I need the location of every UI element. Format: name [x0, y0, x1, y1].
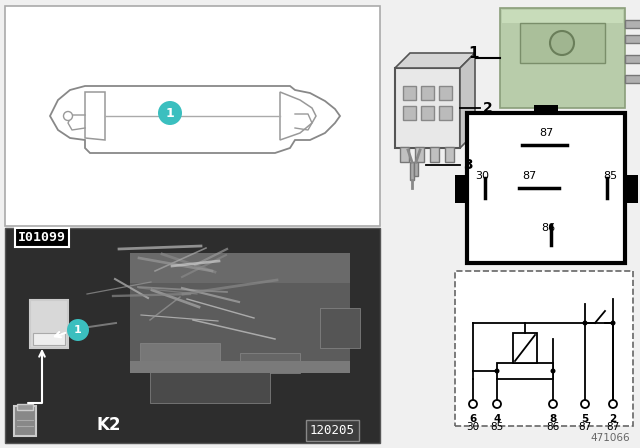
Bar — [439, 86, 452, 100]
Bar — [395, 68, 460, 148]
Bar — [625, 20, 640, 28]
Circle shape — [63, 112, 72, 121]
Polygon shape — [50, 86, 340, 153]
Bar — [33, 333, 65, 345]
Bar — [150, 368, 270, 403]
Circle shape — [158, 101, 182, 125]
Bar — [625, 35, 640, 43]
Text: 86: 86 — [547, 422, 559, 432]
Circle shape — [581, 400, 589, 408]
Bar — [430, 147, 439, 162]
Text: 2: 2 — [609, 414, 616, 424]
Text: 85: 85 — [603, 171, 617, 181]
Bar — [403, 106, 416, 120]
Bar — [130, 361, 350, 373]
Text: 85: 85 — [490, 422, 504, 432]
Bar — [625, 175, 638, 203]
Bar — [534, 105, 558, 113]
Bar — [455, 175, 468, 203]
Text: 87: 87 — [539, 128, 553, 138]
Text: 1: 1 — [74, 325, 82, 335]
Bar — [520, 23, 605, 63]
Polygon shape — [460, 53, 475, 148]
Bar — [400, 147, 409, 162]
Bar — [445, 147, 454, 162]
Text: 120205: 120205 — [310, 424, 355, 437]
Bar — [421, 86, 434, 100]
Bar — [414, 162, 418, 176]
Bar — [17, 404, 33, 410]
Text: 87: 87 — [579, 422, 591, 432]
Bar — [500, 8, 625, 108]
Bar — [403, 86, 416, 100]
Bar — [5, 6, 380, 226]
Text: 87: 87 — [606, 422, 620, 432]
Text: 1: 1 — [166, 107, 174, 120]
Bar — [455, 271, 633, 426]
Circle shape — [493, 400, 501, 408]
Circle shape — [582, 320, 588, 326]
Circle shape — [549, 400, 557, 408]
Bar — [320, 308, 360, 348]
Bar — [497, 363, 553, 379]
Text: 3: 3 — [463, 158, 472, 172]
Text: 1: 1 — [468, 46, 479, 61]
Text: I01099: I01099 — [18, 231, 66, 244]
Text: 86: 86 — [541, 223, 555, 233]
Circle shape — [550, 31, 574, 55]
Text: 30: 30 — [467, 422, 479, 432]
Bar — [502, 10, 623, 23]
Bar — [130, 253, 350, 363]
Bar — [30, 300, 68, 348]
Bar — [5, 228, 380, 443]
Bar — [513, 333, 537, 363]
Bar — [130, 253, 350, 283]
Text: 471066: 471066 — [590, 433, 630, 443]
Bar — [421, 106, 434, 120]
Circle shape — [550, 369, 556, 374]
Bar — [140, 343, 220, 368]
Circle shape — [611, 320, 616, 326]
Text: 87: 87 — [522, 171, 536, 181]
Circle shape — [609, 400, 617, 408]
Bar — [410, 162, 414, 180]
Text: 8: 8 — [549, 414, 557, 424]
Text: 6: 6 — [469, 414, 477, 424]
Bar — [415, 147, 424, 162]
Polygon shape — [280, 92, 316, 140]
Polygon shape — [395, 53, 475, 68]
Bar — [439, 106, 452, 120]
Bar — [467, 113, 625, 263]
Bar — [14, 406, 36, 436]
Text: 30: 30 — [475, 171, 489, 181]
Bar — [240, 353, 300, 373]
Circle shape — [67, 319, 89, 341]
Text: K2: K2 — [97, 416, 122, 434]
Bar — [625, 75, 640, 83]
Circle shape — [469, 400, 477, 408]
Circle shape — [495, 369, 499, 374]
Bar — [625, 55, 640, 63]
Polygon shape — [85, 92, 105, 140]
Text: 2: 2 — [483, 101, 493, 115]
Text: 4: 4 — [493, 414, 500, 424]
Text: 5: 5 — [581, 414, 589, 424]
